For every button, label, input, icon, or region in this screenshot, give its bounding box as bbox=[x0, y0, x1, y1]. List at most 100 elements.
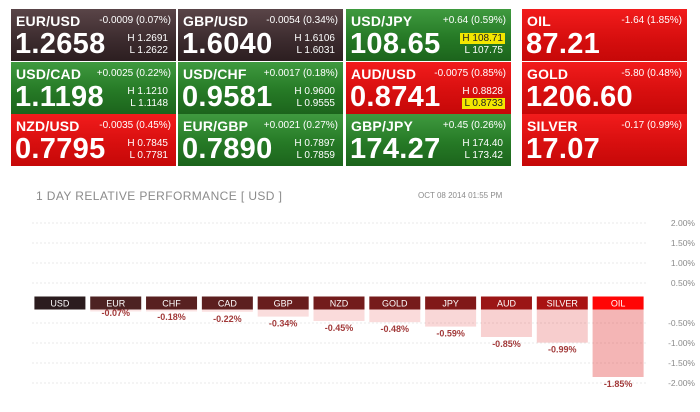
quote-low: L 173.42 bbox=[464, 150, 503, 161]
category-label-oil: OIL bbox=[611, 299, 626, 309]
quote-price: 1.2658 bbox=[15, 28, 106, 60]
quote-price: 0.7890 bbox=[182, 133, 273, 165]
quote-symbol: GOLD bbox=[527, 66, 569, 82]
bar-header-silver bbox=[536, 296, 588, 310]
relative-performance-chart: 2.00% 1.50% 1.00% 0.50% -0.50% -1.00% -1.50% -2… bbox=[32, 218, 696, 389]
value-label-cad: -0.22% bbox=[213, 314, 242, 324]
quote-low: L 1.2622 bbox=[129, 45, 168, 56]
y-tick-label: -0.50% bbox=[668, 318, 695, 328]
bar-header-gold bbox=[369, 296, 421, 310]
bar-header-chf bbox=[146, 296, 198, 310]
quote-price: 108.65 bbox=[350, 28, 441, 60]
value-label-silver: -0.99% bbox=[548, 345, 577, 355]
quote-price: 1.1198 bbox=[15, 81, 104, 113]
bar-aud bbox=[480, 309, 532, 337]
quote-tile-eur-usd[interactable]: EUR/USD -0.0009 (0.07%) 1.2658 H 1.2691 L 1.… bbox=[11, 9, 176, 61]
quote-price: 0.8741 bbox=[350, 81, 441, 113]
quote-low: L 0.7781 bbox=[129, 150, 168, 161]
bar-header-nzd bbox=[313, 296, 365, 310]
quote-symbol: USD/CHF bbox=[183, 66, 247, 82]
bar-gbp bbox=[257, 309, 309, 317]
quote-price: 87.21 bbox=[526, 28, 601, 60]
quote-tile-gbp-usd[interactable]: GBP/USD -0.0054 (0.34%) 1.6040 H 1.6106 L 1.… bbox=[178, 9, 343, 61]
category-label-aud: AUD bbox=[497, 299, 517, 309]
quote-tile-usd-jpy[interactable]: USD/JPY +0.64 (0.59%) 108.65 H 108.71 L 107.… bbox=[346, 9, 511, 61]
bar-header-cad bbox=[201, 296, 253, 310]
quote-symbol: AUD/USD bbox=[351, 66, 417, 82]
quote-low: L 107.75 bbox=[464, 45, 503, 56]
quote-symbol: GBP/USD bbox=[183, 13, 249, 29]
value-label-aud: -0.85% bbox=[492, 339, 521, 349]
quote-price: 0.7795 bbox=[15, 133, 106, 165]
quote-tile-gbp-jpy[interactable]: GBP/JPY +0.45 (0.26%) 174.27 H 174.40 L 173.… bbox=[346, 114, 511, 166]
quote-tile-aud-usd[interactable]: AUD/USD -0.0075 (0.85%) 0.8741 H 0.8828 L 0.… bbox=[346, 62, 511, 114]
bar-header-aud bbox=[480, 296, 532, 310]
bar-header-eur bbox=[90, 296, 142, 310]
value-label-gbp: -0.34% bbox=[269, 319, 298, 329]
quote-high: H 1.6106 bbox=[294, 33, 335, 44]
value-label-gold: -0.48% bbox=[381, 324, 410, 334]
quote-tile-oil[interactable]: OIL -1.64 (1.85%) 87.21 bbox=[522, 9, 687, 61]
quote-low: L 1.1148 bbox=[130, 98, 168, 109]
quote-symbol: NZD/USD bbox=[16, 118, 80, 134]
quote-symbol: USD/CAD bbox=[16, 66, 82, 82]
quote-change: -0.0054 (0.34%) bbox=[266, 15, 338, 26]
quote-low: L 0.7859 bbox=[296, 150, 335, 161]
performance-title: 1 DAY RELATIVE PERFORMANCE [ USD ] bbox=[36, 189, 283, 203]
quote-high: H 1.1210 bbox=[127, 86, 168, 97]
bar-cad bbox=[201, 309, 253, 312]
quote-change: -0.17 (0.99%) bbox=[621, 120, 682, 131]
quote-low: L 0.8733 bbox=[462, 98, 505, 109]
quote-tile-nzd-usd[interactable]: NZD/USD -0.0035 (0.45%) 0.7795 H 0.7845 L 0.… bbox=[11, 114, 176, 166]
quote-change: +0.64 (0.59%) bbox=[442, 15, 506, 26]
category-label-jpy: JPY bbox=[442, 299, 459, 309]
quote-change: +0.0021 (0.27%) bbox=[263, 120, 338, 131]
quote-change: -0.0075 (0.85%) bbox=[434, 68, 506, 79]
value-label-nzd: -0.45% bbox=[325, 323, 354, 333]
category-label-silver: SILVER bbox=[547, 299, 579, 309]
quote-symbol: EUR/GBP bbox=[183, 118, 249, 134]
value-label-eur: -0.07% bbox=[101, 308, 130, 318]
y-tick-label: 1.00% bbox=[671, 258, 696, 268]
quote-price: 1.6040 bbox=[182, 28, 273, 60]
quote-high: H 1.2691 bbox=[127, 33, 168, 44]
bar-chf bbox=[146, 309, 198, 312]
bar-header-oil bbox=[592, 296, 644, 310]
quote-low: L 0.9555 bbox=[296, 98, 335, 109]
quote-symbol: GBP/JPY bbox=[351, 118, 414, 134]
quote-high: H 0.8828 bbox=[462, 86, 503, 97]
bar-oil bbox=[592, 309, 644, 377]
quote-low: L 1.6031 bbox=[296, 45, 335, 56]
quote-change: -5.80 (0.48%) bbox=[621, 68, 682, 79]
category-label-chf: CHF bbox=[162, 299, 181, 309]
bar-header-gbp bbox=[257, 296, 309, 310]
quote-symbol: SILVER bbox=[527, 118, 578, 134]
category-label-eur: EUR bbox=[106, 299, 126, 309]
quote-change: +0.0017 (0.18%) bbox=[263, 68, 338, 79]
y-tick-label: -1.00% bbox=[668, 338, 695, 348]
category-label-gbp: GBP bbox=[274, 299, 293, 309]
bar-eur bbox=[90, 309, 142, 312]
quote-tile-usd-cad[interactable]: USD/CAD +0.0025 (0.22%) 1.1198 H 1.1210 L 1.… bbox=[11, 62, 176, 114]
bar-header-jpy bbox=[425, 296, 477, 310]
quote-tile-silver[interactable]: SILVER -0.17 (0.99%) 17.07 bbox=[522, 114, 687, 166]
quote-price: 0.9581 bbox=[182, 81, 273, 113]
quote-symbol: EUR/USD bbox=[16, 13, 81, 29]
quote-high: H 0.7897 bbox=[294, 138, 335, 149]
category-label-nzd: NZD bbox=[330, 299, 349, 309]
quote-change: +0.0025 (0.22%) bbox=[96, 68, 171, 79]
quote-tile-usd-chf[interactable]: USD/CHF +0.0017 (0.18%) 0.9581 H 0.9600 L 0.… bbox=[178, 62, 343, 114]
quote-tile-eur-gbp[interactable]: EUR/GBP +0.0021 (0.27%) 0.7890 H 0.7897 L 0.… bbox=[178, 114, 343, 166]
bar-nzd bbox=[313, 309, 365, 321]
quote-price: 17.07 bbox=[526, 133, 601, 165]
category-label-cad: CAD bbox=[218, 299, 238, 309]
bar-jpy bbox=[425, 309, 477, 327]
category-label-gold: GOLD bbox=[382, 299, 408, 309]
quote-tile-gold[interactable]: GOLD -5.80 (0.48%) 1206.60 bbox=[522, 62, 687, 114]
value-label-chf: -0.18% bbox=[157, 312, 186, 322]
quote-price: 174.27 bbox=[350, 133, 441, 165]
quote-change: -0.0035 (0.45%) bbox=[99, 120, 171, 131]
quote-high: H 174.40 bbox=[462, 138, 503, 149]
y-tick-label: -1.50% bbox=[668, 358, 695, 368]
quote-high: H 0.7845 bbox=[127, 138, 168, 149]
